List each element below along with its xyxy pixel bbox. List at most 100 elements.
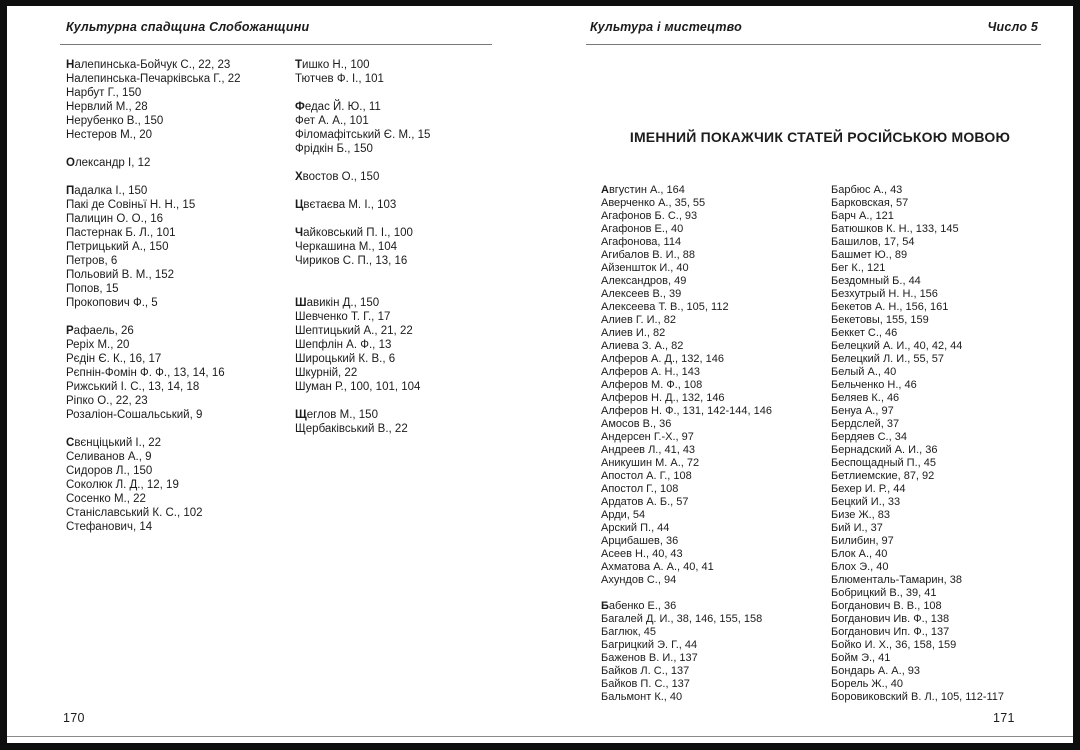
index-entry: Амосов В., 36 bbox=[601, 418, 672, 430]
index-entry: Розаліон-Сошальський, 9 bbox=[66, 409, 203, 421]
index-entry: Бальмонт К., 40 bbox=[601, 691, 683, 703]
index-entry: Алиев Г. И., 82 bbox=[601, 314, 676, 326]
index-entry: Алиева З. А., 82 bbox=[601, 340, 684, 352]
page-edge-line bbox=[7, 736, 1073, 737]
index-entry: Алексеева Т. В., 105, 112 bbox=[601, 301, 729, 313]
index-entry: Борель Ж., 40 bbox=[831, 678, 903, 690]
index-entry: Ардатов А. Б., 57 bbox=[601, 496, 689, 508]
index-entry: Агафонов Е., 40 bbox=[601, 223, 684, 235]
index-entry: Пакі де Совіньї Н. Н., 15 bbox=[66, 199, 196, 211]
index-entry: Палицин О. О., 16 bbox=[66, 213, 164, 225]
index-section-title: ІМЕННИЙ ПОКАЖЧИК СТАТЕЙ РОСІЙСЬКОЮ МОВОЮ bbox=[629, 129, 1011, 145]
index-entry: Айзеншток И., 40 bbox=[601, 262, 689, 274]
index-entry: Олександр І, 12 bbox=[66, 157, 151, 169]
index-entry: Агафонова, 114 bbox=[601, 236, 682, 248]
index-entry: Билибин, 97 bbox=[831, 535, 894, 547]
index-entry: Ахматова А. А., 40, 41 bbox=[601, 561, 714, 573]
index-entry: Барч А., 121 bbox=[831, 210, 894, 222]
index-entry: Бехер И. Р., 44 bbox=[831, 483, 906, 495]
index-entry: Арцибашев, 36 bbox=[601, 535, 679, 547]
index-entry: Реріх М., 20 bbox=[66, 339, 130, 351]
index-entry: Шавикін Д., 150 bbox=[295, 297, 380, 309]
index-entry: Блок А., 40 bbox=[831, 548, 888, 560]
index-entry: Александров, 49 bbox=[601, 275, 687, 287]
index-entry: Бобрицкий В., 39, 41 bbox=[831, 587, 937, 599]
index-entry: Фет А. А., 101 bbox=[295, 115, 369, 127]
index-entry: Шевченко Т. Г., 17 bbox=[295, 311, 391, 323]
index-entry: Черкашина М., 104 bbox=[295, 241, 398, 253]
index-entry: Бойм Э., 41 bbox=[831, 652, 891, 664]
index-entry: Рафаель, 26 bbox=[66, 325, 134, 337]
index-group: Тишко Н., 100 Тютчев Ф. І., 101 bbox=[295, 58, 430, 86]
index-entry: Бецкий И., 33 bbox=[831, 496, 901, 508]
index-entry: Баглюк, 45 bbox=[601, 626, 656, 638]
index-entry: Ахундов С., 94 bbox=[601, 574, 677, 586]
index-entry: Арский П., 44 bbox=[601, 522, 670, 534]
left-page-column-2: Тишко Н., 100 Тютчев Ф. І., 101 Федас Й. Ю… bbox=[295, 58, 430, 450]
index-entry: Шкурній, 22 bbox=[295, 367, 358, 379]
index-entry: Алферов М. Ф., 108 bbox=[601, 379, 703, 391]
index-entry: Бердяев С., 34 bbox=[831, 431, 907, 443]
index-entry: Белый А., 40 bbox=[831, 366, 897, 378]
index-entry: Беспощадный П., 45 bbox=[831, 457, 936, 469]
index-entry: Алферов Н. Ф., 131, 142-144, 146 bbox=[601, 405, 772, 417]
index-entry: Рєпнін-Фомін Ф. Ф., 13, 14, 16 bbox=[66, 367, 225, 379]
index-entry: Алферов Н. Д., 132, 146 bbox=[601, 392, 725, 404]
index-entry: Андреев Л., 41, 43 bbox=[601, 444, 696, 456]
index-group: Налепинська-Бойчук С., 22, 23 Налепинська… bbox=[66, 58, 241, 142]
index-entry: Фрідкін Б., 150 bbox=[295, 143, 373, 155]
index-entry: Щербаківський В., 22 bbox=[295, 423, 408, 435]
index-entry: Баженов В. И., 137 bbox=[601, 652, 698, 664]
book-spread bbox=[7, 6, 1073, 743]
index-entry: Алиев И., 82 bbox=[601, 327, 666, 339]
index-entry: Бий И., 37 bbox=[831, 522, 883, 534]
index-entry: Хвостов О., 150 bbox=[295, 171, 380, 183]
index-entry: Бизе Ж., 83 bbox=[831, 509, 891, 521]
index-entry: Алферов А. Д., 132, 146 bbox=[601, 353, 724, 365]
index-entry: Асеев Н., 40, 43 bbox=[601, 548, 683, 560]
index-entry: Богданович Ив. Ф., 138 bbox=[831, 613, 950, 625]
index-entry: Беккет С., 46 bbox=[831, 327, 898, 339]
index-entry: Прокопович Ф., 5 bbox=[66, 297, 158, 309]
index-entry: Башилов, 17, 54 bbox=[831, 236, 915, 248]
index-entry: Нерубенко В., 150 bbox=[66, 115, 164, 127]
index-entry: Бернадский А. И., 36 bbox=[831, 444, 938, 456]
index-entry: Чириков С. П., 13, 16 bbox=[295, 255, 408, 267]
index-entry: Сидоров Л., 150 bbox=[66, 465, 153, 477]
index-entry: Алферов А. Н., 143 bbox=[601, 366, 700, 378]
index-entry: Белецкий Л. И., 55, 57 bbox=[831, 353, 944, 365]
index-entry: Нервлий М., 28 bbox=[66, 101, 148, 113]
left-page-column-1: Налепинська-Бойчук С., 22, 23 Налепинська… bbox=[66, 58, 241, 548]
index-entry: Філомафітський Є. М., 15 bbox=[295, 129, 431, 141]
left-header-rule bbox=[60, 44, 492, 45]
index-entry: Бездомный Б., 44 bbox=[831, 275, 921, 287]
right-page-column-1: Августин А., 164 Аверченко А., 35, 55 Агаф… bbox=[601, 184, 772, 717]
index-entry: Нестеров М., 20 bbox=[66, 129, 153, 141]
index-entry: Цвєтаєва М. І., 103 bbox=[295, 199, 397, 211]
index-entry: Апостол А. Г., 108 bbox=[601, 470, 692, 482]
index-entry: Агафонов Б. С., 93 bbox=[601, 210, 698, 222]
index-entry: Налепинська-Бойчук С., 22, 23 bbox=[66, 59, 231, 71]
index-entry: Шуман Р., 100, 101, 104 bbox=[295, 381, 421, 393]
index-entry: Станіславський К. С., 102 bbox=[66, 507, 203, 519]
index-entry: Попов, 15 bbox=[66, 283, 119, 295]
index-entry: Соколюк Л. Д., 12, 19 bbox=[66, 479, 179, 491]
page-number-right: 171 bbox=[993, 711, 1015, 725]
index-entry: Бекетов А. Н., 156, 161 bbox=[831, 301, 949, 313]
index-entry: Боровиковский В. Л., 105, 112-117 bbox=[831, 691, 1005, 703]
index-entry: Апостол Г., 108 bbox=[601, 483, 679, 495]
index-entry: Тишко Н., 100 bbox=[295, 59, 370, 71]
index-entry: Андерсен Г.-Х., 97 bbox=[601, 431, 694, 443]
index-entry: Нарбут Г., 150 bbox=[66, 87, 142, 99]
index-entry: Бабенко Е., 36 bbox=[601, 600, 677, 612]
index-entry: Свєнціцький І., 22 bbox=[66, 437, 162, 449]
index-entry: Петрицький А., 150 bbox=[66, 241, 169, 253]
index-entry: Рєдін Є. К., 16, 17 bbox=[66, 353, 162, 365]
index-group: Падалка І., 150 Пакі де Совіньї Н. Н., 15… bbox=[66, 184, 241, 310]
right-header-rule bbox=[586, 44, 1041, 45]
index-entry: Алексеев В., 39 bbox=[601, 288, 682, 300]
blank-line bbox=[295, 268, 430, 282]
index-entry: Петров, 6 bbox=[66, 255, 118, 267]
index-group: Бабенко Е., 36 Багалей Д. И., 38, 146, 15… bbox=[601, 600, 772, 704]
index-entry: Тютчев Ф. І., 101 bbox=[295, 73, 384, 85]
